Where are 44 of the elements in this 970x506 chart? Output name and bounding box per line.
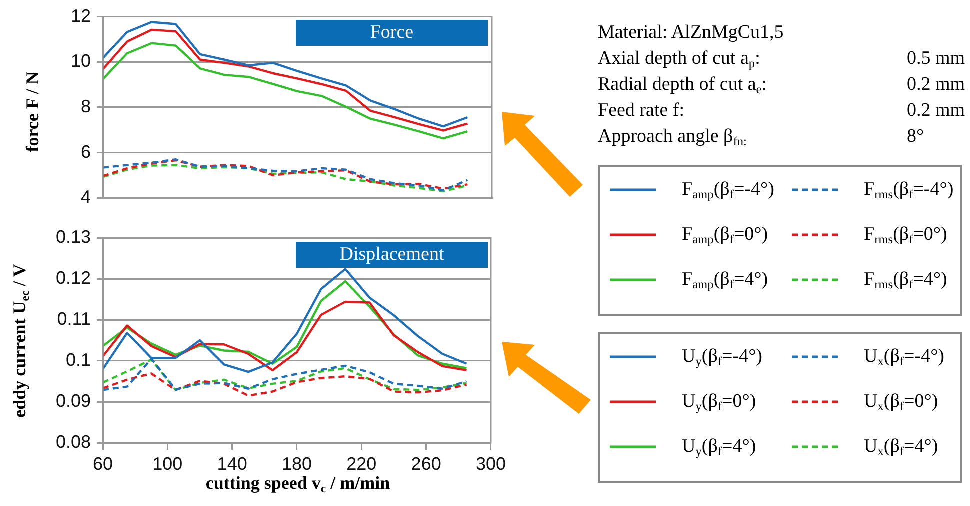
legend-label: U$_{x}$(β$_{f}$=-4°): [864, 346, 944, 369]
legend-label: F$_{rms}$(β$_{f}$=-4°): [864, 179, 954, 202]
y-tick-label: 10: [70, 51, 91, 72]
legend-label: F$_{rms}$(β$_{f}$=4°): [864, 269, 948, 292]
legend-label: U$_{x}$(β$_{f}$=4°): [864, 436, 938, 459]
legend-label: F$_{amp}$(β$_{f}$=4°): [682, 269, 768, 292]
legend-label: U$_{y}$(β$_{f}$=-4°): [682, 346, 762, 369]
x-tick-label: 180: [282, 454, 312, 474]
legend-label: F$_{amp}$(β$_{f}$=0°): [682, 224, 768, 247]
x-tick-label: 100: [152, 454, 183, 474]
legend-label: U$_{x}$(β$_{f}$=0°): [864, 391, 938, 414]
text: Axial depth of cut a$_{p}$:: [598, 47, 762, 72]
legend-label: F$_{rms}$(β$_{f}$=0°): [864, 224, 948, 247]
text: 0.5 mm: [906, 47, 965, 71]
y-tick-label: 6: [80, 142, 91, 162]
legend-label: U$_{y}$(β$_{f}$=0°): [682, 391, 756, 414]
text: 0.2 mm: [906, 99, 965, 123]
x-tick-label: 260: [411, 454, 442, 474]
x-tick-label: 60: [92, 454, 114, 474]
y-tick-label: 0.13: [56, 226, 91, 247]
y-tick-label: 0.09: [56, 390, 91, 411]
text: Radial depth of cut a$_{e}$:: [598, 73, 768, 98]
x-axis-title: cutting speed v$_{c}$ / m/min: [206, 473, 390, 496]
y-tick-label: 12: [70, 6, 91, 26]
y-axis-title: force F / N: [22, 72, 44, 152]
y-tick-label: 0.11: [57, 308, 91, 329]
legend-label: F$_{amp}$(β$_{f}$=-4°): [682, 179, 774, 202]
y-tick-label: 4: [80, 187, 91, 208]
y-tick-label: 0.12: [56, 268, 91, 288]
line-series: [103, 372, 468, 397]
x-tick-label: 140: [217, 454, 248, 474]
legend-label: U$_{y}$(β$_{f}$=4°): [682, 436, 756, 459]
text: 8°: [906, 125, 926, 149]
text: 0.2 mm: [906, 73, 965, 97]
text: Feed rate f:: [598, 99, 686, 123]
y-tick-label: 8: [80, 96, 91, 116]
y-tick-label: 0.08: [56, 432, 91, 452]
y-tick-label: 0.1: [66, 350, 91, 370]
x-tick-label: 220: [346, 454, 377, 474]
title-box: Displacement: [296, 242, 488, 268]
title-box: Force: [296, 20, 488, 46]
text: Material: AlZnMgCu1,5: [598, 21, 785, 45]
x-tick-label: 300: [476, 454, 506, 474]
text: Approach angle β$_{fn:}$: [598, 125, 748, 150]
